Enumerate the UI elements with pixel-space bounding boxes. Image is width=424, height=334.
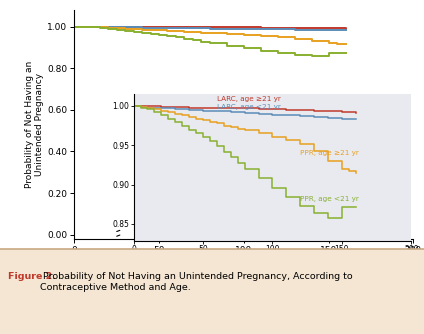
Text: PPR, age ≥21 yr: PPR, age ≥21 yr [300, 150, 359, 156]
Text: LARC, age <21 yr: LARC, age <21 yr [217, 104, 281, 110]
X-axis label: Week: Week [227, 258, 261, 268]
Text: Probability of Not Having an Unintended Pregnancy, According to
Contraceptive Me: Probability of Not Having an Unintended … [40, 272, 353, 292]
Y-axis label: Probability of Not Having an
Unintended Pregnancy: Probability of Not Having an Unintended … [25, 61, 45, 188]
Text: LARC, age ≥21 yr: LARC, age ≥21 yr [217, 96, 281, 102]
Text: PPR, age <21 yr: PPR, age <21 yr [300, 196, 359, 202]
Text: Figure 2.: Figure 2. [8, 272, 56, 281]
